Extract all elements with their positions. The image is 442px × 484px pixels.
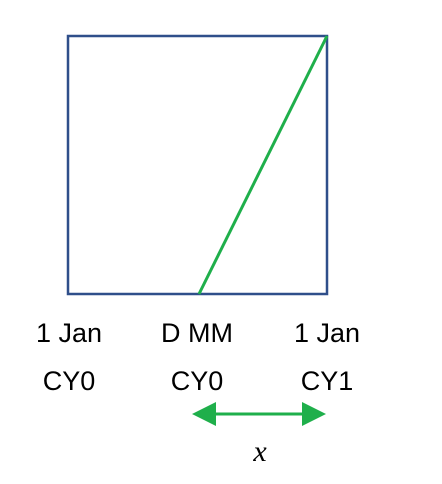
date-label-start-line2: CY0 <box>42 366 96 396</box>
date-label-mid-line1: D MM <box>161 318 233 348</box>
date-label-end-line1: 1 Jan <box>293 318 361 348</box>
interval-variable-label: x <box>253 435 267 468</box>
date-label-start-line1: 1 Jan <box>35 318 103 348</box>
growth-line <box>197 35 329 295</box>
date-label-start: 1 Jan CY0 <box>14 309 124 405</box>
date-label-end: 1 Jan CY1 <box>272 309 382 405</box>
date-label-mid: D MM CY0 <box>142 309 252 405</box>
date-label-mid-line2: CY0 <box>170 366 224 396</box>
date-label-end-line2: CY1 <box>300 366 354 396</box>
period-box <box>66 34 329 296</box>
